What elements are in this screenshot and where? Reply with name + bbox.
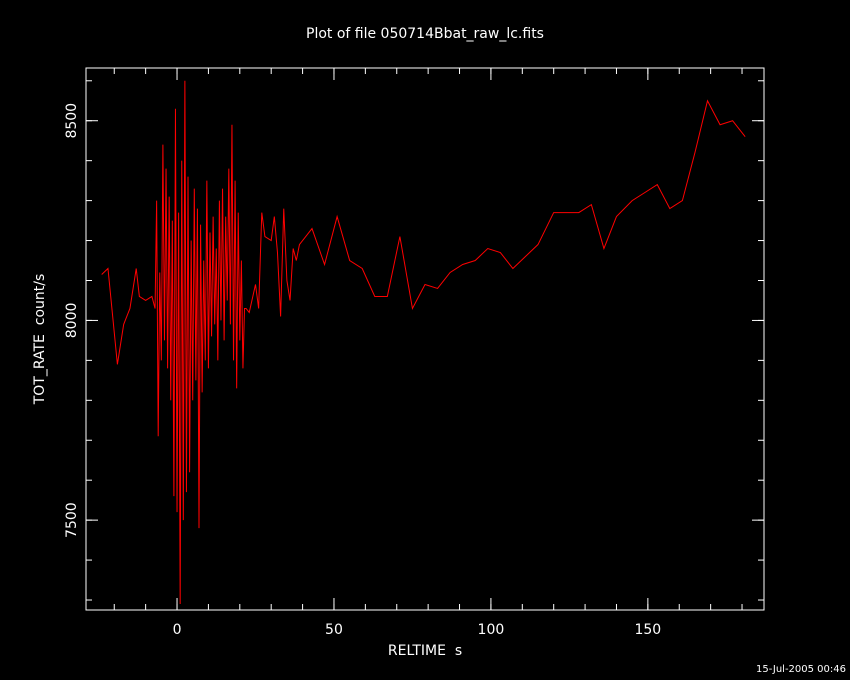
x-tick-label: 150 [634,622,661,638]
footer: 15-Jul-2005 00:46 [756,664,846,675]
y-axis-label: TOT_RATE count/s [32,274,48,406]
y-tick-label: 8500 [64,103,80,139]
chart-title: Plot of file 050714Bbat_raw_lc.fits [306,26,544,42]
data-line [101,80,746,605]
x-tick-label: 50 [325,622,343,638]
plot-frame [85,67,765,611]
y-tick-label: 7500 [64,502,80,538]
x-tick-label: 0 [173,622,182,638]
y-tick-label: 8000 [64,303,80,339]
x-axis-label: RELTIME s [388,643,462,659]
x-tick-label: 100 [478,622,505,638]
